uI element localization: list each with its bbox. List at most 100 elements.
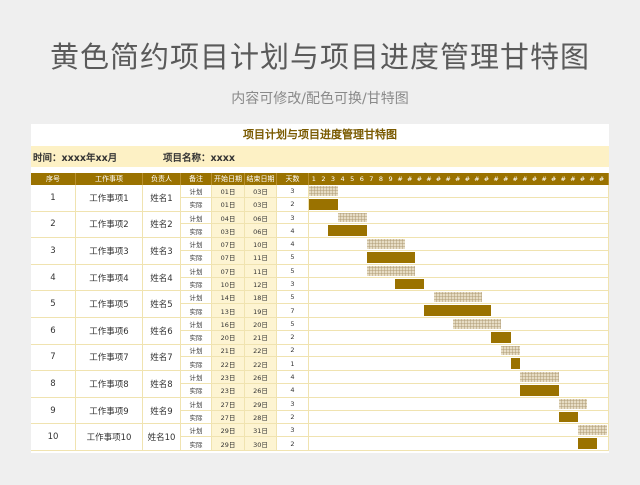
task-name[interactable]: 工作事项6 <box>76 317 143 344</box>
task-seq[interactable]: 9 <box>31 397 76 424</box>
plan-note[interactable]: 计划 <box>181 344 212 357</box>
plan-start-date[interactable]: 07日 <box>212 238 245 250</box>
header-note[interactable]: 备注 <box>181 173 212 185</box>
plan-note[interactable]: 计划 <box>181 211 212 224</box>
actual-end-date[interactable]: 06日 <box>245 224 277 238</box>
actual-note[interactable]: 实际 <box>181 357 212 371</box>
plan-note[interactable]: 计划 <box>181 185 212 197</box>
plan-start-date[interactable]: 23日 <box>212 371 245 383</box>
plan-note[interactable]: 计划 <box>181 291 212 304</box>
actual-days[interactable]: 2 <box>277 410 309 424</box>
plan-note[interactable]: 计划 <box>181 264 212 277</box>
plan-note[interactable]: 计划 <box>181 317 212 330</box>
task-name[interactable]: 工作事项1 <box>76 185 143 211</box>
task-name[interactable]: 工作事项3 <box>76 238 143 264</box>
plan-start-date[interactable]: 14日 <box>212 291 245 304</box>
task-seq[interactable]: 2 <box>31 211 76 238</box>
task-name[interactable]: 工作事项7 <box>76 344 143 371</box>
actual-start-date[interactable]: 10日 <box>212 277 245 291</box>
sheet-title[interactable]: 项目计划与项目进度管理甘特图 <box>243 128 397 141</box>
task-name[interactable]: 工作事项9 <box>76 397 143 424</box>
plan-start-date[interactable]: 21日 <box>212 344 245 357</box>
task-owner[interactable]: 姓名4 <box>143 264 181 291</box>
plan-note[interactable]: 计划 <box>181 424 212 437</box>
actual-note[interactable]: 实际 <box>181 383 212 397</box>
plan-start-date[interactable]: 16日 <box>212 317 245 330</box>
plan-days[interactable]: 5 <box>277 317 309 330</box>
task-owner[interactable]: 姓名3 <box>143 238 181 264</box>
plan-days[interactable]: 4 <box>277 371 309 383</box>
plan-end-date[interactable]: 26日 <box>245 371 277 383</box>
actual-start-date[interactable]: 13日 <box>212 304 245 317</box>
actual-days[interactable]: 7 <box>277 304 309 317</box>
actual-end-date[interactable]: 30日 <box>245 437 277 450</box>
plan-days[interactable]: 4 <box>277 238 309 250</box>
actual-days[interactable]: 5 <box>277 251 309 264</box>
actual-note[interactable]: 实际 <box>181 224 212 238</box>
header-seq[interactable]: 序号 <box>31 173 76 185</box>
actual-note[interactable]: 实际 <box>181 251 212 264</box>
actual-days[interactable]: 3 <box>277 277 309 291</box>
task-name[interactable]: 工作事项5 <box>76 291 143 317</box>
task-owner[interactable]: 姓名1 <box>143 185 181 211</box>
actual-days[interactable]: 2 <box>277 197 309 211</box>
plan-days[interactable]: 3 <box>277 397 309 410</box>
task-owner[interactable]: 姓名7 <box>143 344 181 371</box>
task-seq[interactable]: 10 <box>31 424 76 450</box>
plan-start-date[interactable]: 04日 <box>212 211 245 224</box>
actual-end-date[interactable]: 19日 <box>245 304 277 317</box>
actual-note[interactable]: 实际 <box>181 304 212 317</box>
task-seq[interactable]: 5 <box>31 291 76 317</box>
plan-end-date[interactable]: 18日 <box>245 291 277 304</box>
plan-days[interactable]: 2 <box>277 344 309 357</box>
header-start-date[interactable]: 开始日期 <box>212 173 245 185</box>
actual-start-date[interactable]: 03日 <box>212 224 245 238</box>
actual-note[interactable]: 实际 <box>181 410 212 424</box>
task-owner[interactable]: 姓名2 <box>143 211 181 238</box>
actual-end-date[interactable]: 22日 <box>245 357 277 371</box>
actual-days[interactable]: 1 <box>277 357 309 371</box>
plan-days[interactable]: 3 <box>277 424 309 437</box>
plan-end-date[interactable]: 29日 <box>245 397 277 410</box>
task-name[interactable]: 工作事项4 <box>76 264 143 291</box>
plan-days[interactable]: 5 <box>277 264 309 277</box>
plan-end-date[interactable]: 06日 <box>245 211 277 224</box>
plan-end-date[interactable]: 10日 <box>245 238 277 250</box>
actual-end-date[interactable]: 11日 <box>245 251 277 264</box>
task-seq[interactable]: 8 <box>31 371 76 397</box>
actual-end-date[interactable]: 26日 <box>245 383 277 397</box>
actual-days[interactable]: 4 <box>277 224 309 238</box>
plan-end-date[interactable]: 22日 <box>245 344 277 357</box>
plan-end-date[interactable]: 11日 <box>245 264 277 277</box>
plan-days[interactable]: 3 <box>277 185 309 197</box>
actual-end-date[interactable]: 12日 <box>245 277 277 291</box>
plan-end-date[interactable]: 20日 <box>245 317 277 330</box>
plan-start-date[interactable]: 29日 <box>212 424 245 437</box>
task-owner[interactable]: 姓名9 <box>143 397 181 424</box>
plan-end-date[interactable]: 31日 <box>245 424 277 437</box>
actual-note[interactable]: 实际 <box>181 277 212 291</box>
actual-end-date[interactable]: 28日 <box>245 410 277 424</box>
task-name[interactable]: 工作事项8 <box>76 371 143 397</box>
actual-note[interactable]: 实际 <box>181 330 212 344</box>
task-owner[interactable]: 姓名8 <box>143 371 181 397</box>
actual-days[interactable]: 2 <box>277 330 309 344</box>
header-end-date[interactable]: 结束日期 <box>245 173 277 185</box>
actual-note[interactable]: 实际 <box>181 437 212 450</box>
actual-start-date[interactable]: 23日 <box>212 383 245 397</box>
task-name[interactable]: 工作事项2 <box>76 211 143 238</box>
actual-start-date[interactable]: 07日 <box>212 251 245 264</box>
plan-note[interactable]: 计划 <box>181 371 212 383</box>
task-seq[interactable]: 7 <box>31 344 76 371</box>
plan-start-date[interactable]: 27日 <box>212 397 245 410</box>
actual-start-date[interactable]: 29日 <box>212 437 245 450</box>
plan-days[interactable]: 5 <box>277 291 309 304</box>
actual-days[interactable]: 4 <box>277 383 309 397</box>
actual-start-date[interactable]: 27日 <box>212 410 245 424</box>
task-owner[interactable]: 姓名6 <box>143 317 181 344</box>
actual-note[interactable]: 实际 <box>181 197 212 211</box>
plan-start-date[interactable]: 07日 <box>212 264 245 277</box>
task-seq[interactable]: 4 <box>31 264 76 291</box>
actual-start-date[interactable]: 01日 <box>212 197 245 211</box>
task-seq[interactable]: 6 <box>31 317 76 344</box>
